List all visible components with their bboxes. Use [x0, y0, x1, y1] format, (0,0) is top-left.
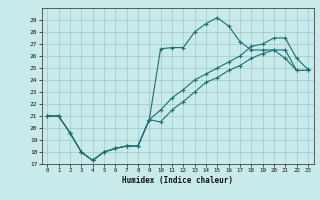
X-axis label: Humidex (Indice chaleur): Humidex (Indice chaleur) [122, 176, 233, 185]
